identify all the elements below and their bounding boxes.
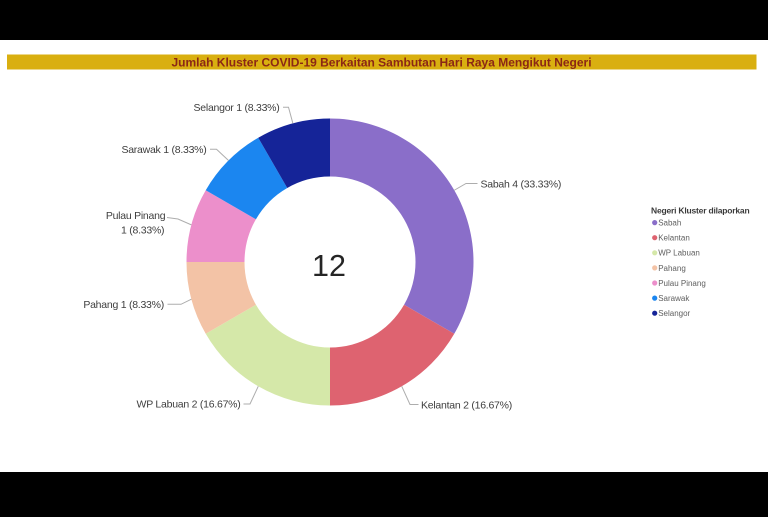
svg-text:1 (8.33%): 1 (8.33%) — [121, 224, 164, 236]
svg-text:Sarawak 1 (8.33%): Sarawak 1 (8.33%) — [121, 144, 206, 156]
svg-text:Sabah: Sabah — [658, 219, 681, 228]
svg-text:Pahang 1 (8.33%): Pahang 1 (8.33%) — [83, 299, 164, 311]
svg-text:12: 12 — [312, 249, 346, 283]
svg-text:Selangor: Selangor — [658, 309, 690, 318]
svg-text:Sarawak: Sarawak — [658, 294, 690, 303]
svg-text:Pahang: Pahang — [658, 264, 686, 273]
svg-text:Jumlah Kluster COVID-19 Berkai: Jumlah Kluster COVID-19 Berkaitan Sambut… — [171, 56, 591, 70]
svg-text:Pulau Pinang: Pulau Pinang — [106, 210, 166, 222]
svg-text:Kelantan 2 (16.67%): Kelantan 2 (16.67%) — [421, 400, 512, 412]
svg-text:Selangor 1 (8.33%): Selangor 1 (8.33%) — [194, 102, 280, 114]
svg-text:Negeri Kluster dilaporkan: Negeri Kluster dilaporkan — [651, 206, 749, 216]
svg-text:Pulau Pinang: Pulau Pinang — [658, 279, 706, 288]
svg-text:Kelantan: Kelantan — [658, 234, 690, 243]
svg-text:WP Labuan: WP Labuan — [658, 249, 700, 258]
svg-text:Sabah 4 (33.33%): Sabah 4 (33.33%) — [481, 178, 562, 190]
svg-text:WP Labuan 2 (16.67%): WP Labuan 2 (16.67%) — [137, 399, 241, 411]
